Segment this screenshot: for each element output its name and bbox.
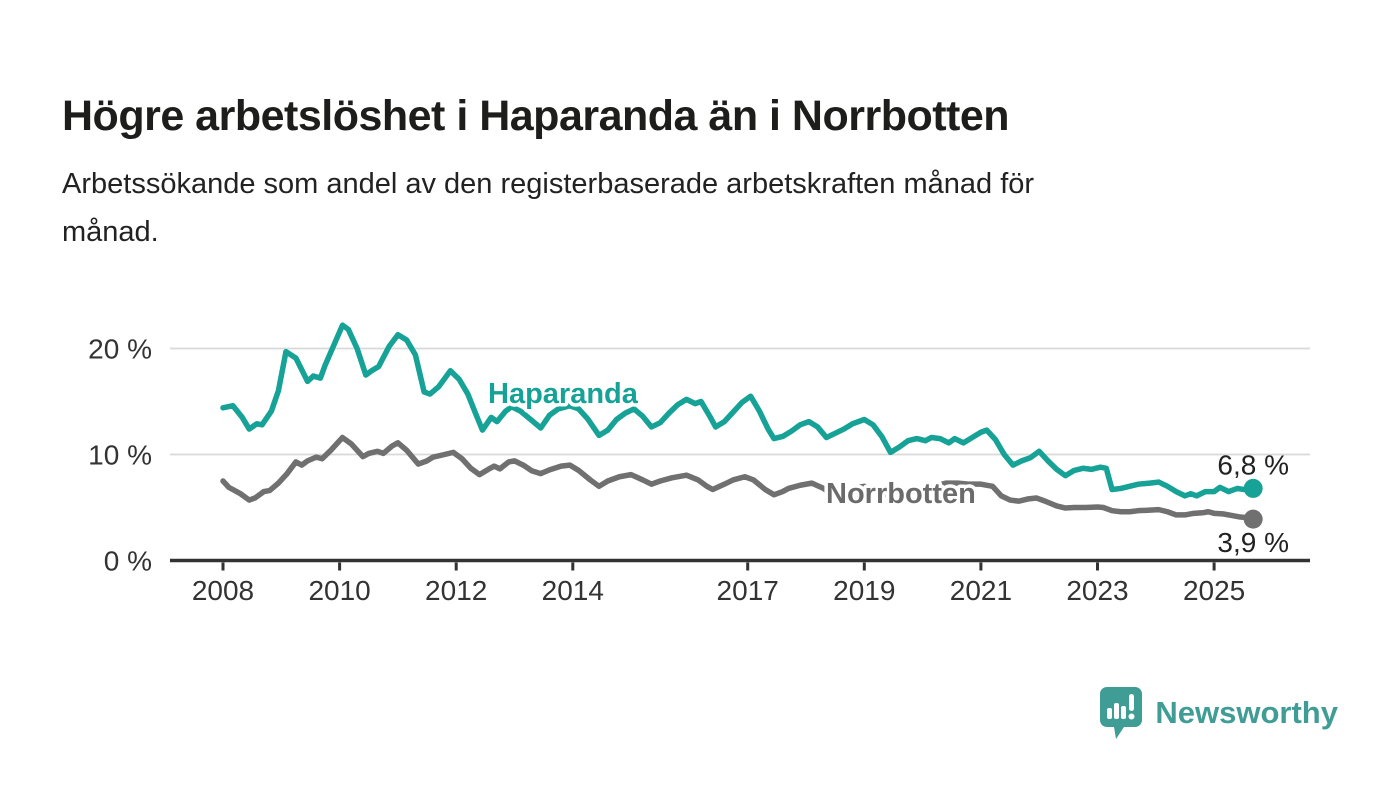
newsworthy-logo: Newsworthy xyxy=(1099,686,1338,740)
series-label-norrbotten: Norrbotten xyxy=(826,478,976,510)
chart-title: Högre arbetslöshet i Haparanda än i Norr… xyxy=(62,91,1010,140)
series-lines-group xyxy=(220,322,1256,522)
y-tick-label-10: 10 % xyxy=(88,440,152,471)
subtitle-line-2: månad. xyxy=(62,216,159,248)
end-value-labels-group: 3,9 % 6,8 % xyxy=(1217,449,1289,558)
y-tick-label-20: 20 % xyxy=(88,334,152,365)
y-axis-tick-labels: 0 % 10 % 20 % xyxy=(88,334,152,577)
x-tick-label-2023: 2023 xyxy=(1066,575,1128,606)
series-label-haparanda: Haparanda xyxy=(488,378,639,410)
x-axis-tick-labels: 2008 2010 2012 2014 2017 2019 2021 2023 2025 xyxy=(192,575,1245,606)
end-dot-norrbotten xyxy=(1243,509,1263,529)
x-tick-label-2017: 2017 xyxy=(717,575,779,606)
end-dots-group xyxy=(1243,478,1263,529)
newsworthy-bubble-icon xyxy=(1100,687,1143,739)
x-tick-label-2019: 2019 xyxy=(833,575,895,606)
series-line-haparanda xyxy=(220,322,1256,499)
x-tick-label-2025: 2025 xyxy=(1183,575,1245,606)
end-dot-haparanda xyxy=(1243,478,1263,498)
series-labels-group: Norrbotten Haparanda xyxy=(485,375,980,514)
x-axis-ticks xyxy=(221,562,1216,571)
x-tick-label-2012: 2012 xyxy=(425,575,487,606)
chart-subtitle: Arbetssökande som andel av den registerb… xyxy=(62,160,1302,256)
newsworthy-wordmark: Newsworthy xyxy=(1155,695,1338,730)
x-tick-label-2014: 2014 xyxy=(542,575,604,606)
x-tick-label-2021: 2021 xyxy=(950,575,1012,606)
x-tick-label-2008: 2008 xyxy=(192,575,254,606)
y-tick-label-0: 0 % xyxy=(104,546,152,577)
subtitle-line-1: Arbetssökande som andel av den registerb… xyxy=(62,168,1035,200)
series-line-norrbotten xyxy=(220,434,1256,522)
end-value-label-haparanda: 6,8 % xyxy=(1217,449,1289,480)
x-tick-label-2010: 2010 xyxy=(308,575,370,606)
end-value-label-norrbotten: 3,9 % xyxy=(1217,527,1289,558)
